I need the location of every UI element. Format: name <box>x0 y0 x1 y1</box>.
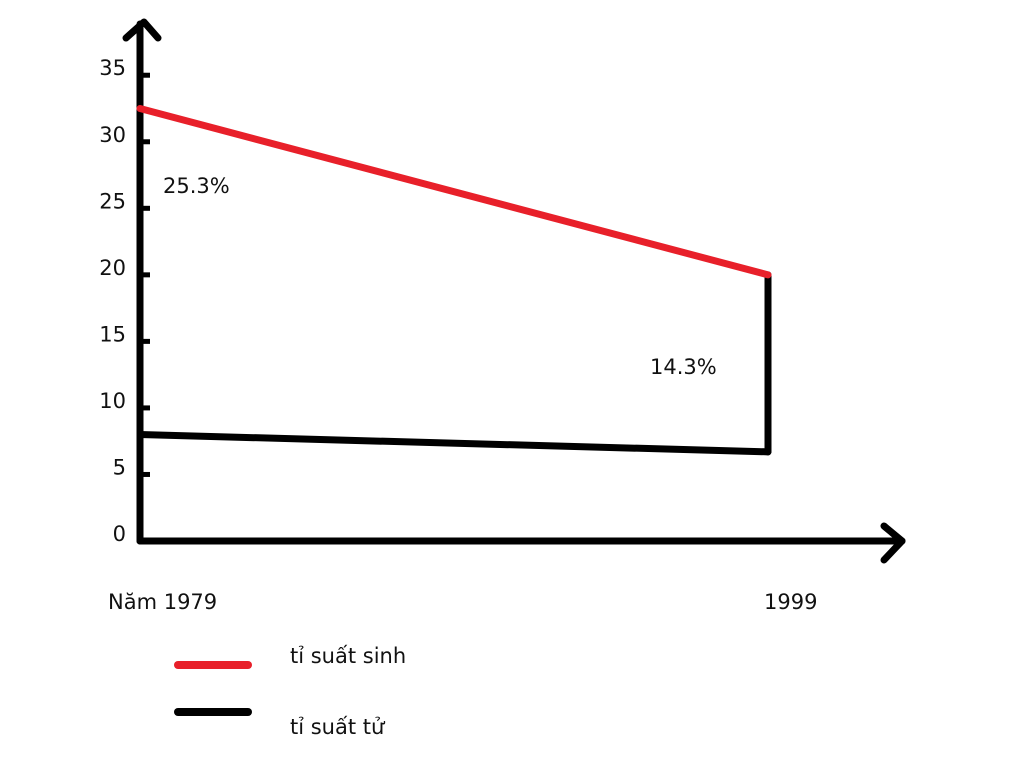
y-tick-label: 15 <box>99 322 126 346</box>
y-tick-label: 0 <box>113 522 126 546</box>
annotation: 25.3% <box>163 174 230 198</box>
legend-label: tỉ suất tử <box>290 715 386 739</box>
y-tick-label: 25 <box>99 189 126 213</box>
series-line <box>136 105 772 279</box>
y-tick-label: 35 <box>99 56 126 80</box>
y-tick-label: 20 <box>99 256 126 280</box>
y-tick-label: 10 <box>99 389 126 413</box>
x-tick-label: 1999 <box>764 590 817 614</box>
y-axis-arrow <box>122 18 162 42</box>
x-tick-label: Năm 1979 <box>108 590 217 614</box>
series-line <box>136 431 772 456</box>
annotation: 14.3% <box>650 355 717 379</box>
axes <box>122 18 906 564</box>
y-tick-label: 5 <box>113 455 126 479</box>
y-tick-label: 30 <box>99 123 126 147</box>
x-axis-arrow <box>880 522 906 564</box>
legend-label: tỉ suất sinh <box>290 644 406 668</box>
